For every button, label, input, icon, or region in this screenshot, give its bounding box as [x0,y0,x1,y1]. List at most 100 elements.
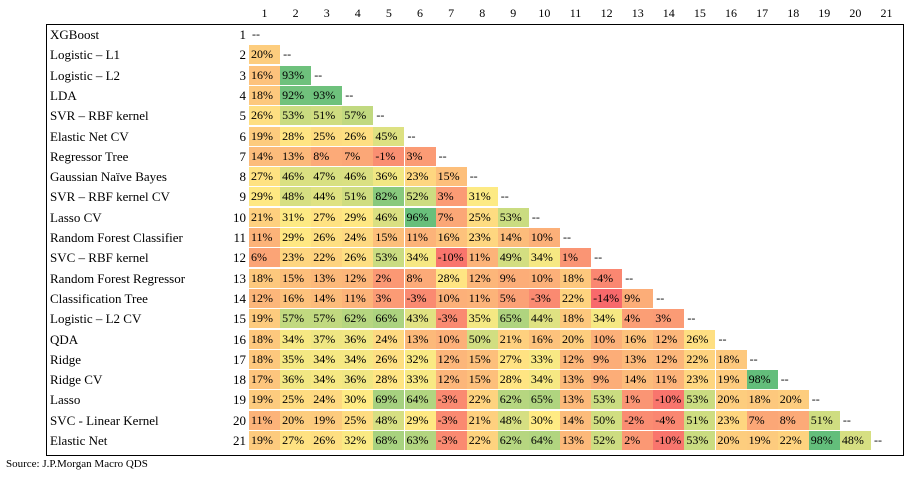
column-label: 16 [725,6,737,20]
row-number: 14 [233,290,246,306]
heatmap-cell: 50% [466,329,498,349]
heatmap-cell: 16% [435,228,467,247]
heatmap-cell: 24% [373,329,405,349]
heatmap-cell: 9% [622,288,654,308]
column-label: 20 [849,6,862,20]
row-label: Elastic Net CV [50,128,129,144]
heatmap-cell: 28% [497,370,529,390]
heatmap-cell: 92% [280,85,312,105]
heatmap-cell: 43% [404,309,436,329]
heatmap-cell: 7% [746,410,778,430]
heatmap-cell: 98% [808,431,840,450]
heatmap-cell: 11% [342,288,374,308]
heatmap-cell: -4% [653,410,685,430]
heatmap-cell: -4% [591,268,623,288]
diagonal-marker: -- [469,169,478,184]
heatmap-cell: 29% [249,187,281,207]
heatmap-cell: 17% [249,370,281,390]
heatmap-cell: 45% [373,126,405,146]
heatmap-cell: 12% [435,349,467,369]
heatmap-cell: 20% [280,410,312,430]
diagonal-marker: -- [749,351,758,366]
heatmap-cell: 12% [560,349,592,369]
heatmap-cell: 35% [280,349,312,369]
row-label: Gaussian Naïve Bayes [50,169,167,185]
diagonal-marker: -- [500,189,509,204]
heatmap-cell: 18% [560,309,592,329]
row-label: Regressor Tree [50,148,129,164]
heatmap-cell: 26% [342,126,374,146]
heatmap-cell: 25% [280,390,312,410]
row-number: 16 [233,331,246,347]
column-label: 7 [448,6,455,20]
heatmap-cell: 48% [497,410,529,430]
diagonal-marker: -- [563,230,571,244]
heatmap-cell: 3% [404,146,436,166]
heatmap-cell: 2% [622,431,654,450]
heatmap-cell: 27% [280,431,312,450]
column-label: 1 [261,6,268,20]
heatmap-cell: 14% [622,370,654,390]
heatmap-cell: 1% [560,248,592,268]
heatmap-cell: 12% [249,288,281,308]
diagonal-marker: -- [656,290,665,305]
heatmap-cell: 31% [466,187,498,207]
diagonal-marker: -- [594,250,603,265]
heatmap-cell: 7% [342,146,374,166]
row-number: 5 [239,108,247,124]
diagonal-marker: -- [687,311,696,326]
heatmap-cell: 3% [435,187,467,207]
heatmap-cell: 3% [653,309,685,329]
heatmap-cell: 24% [311,390,343,410]
row-number: 19 [233,392,246,408]
heatmap-cell: 65% [497,309,529,329]
heatmap-cell: 13% [560,390,592,410]
row-number: 11 [233,230,246,245]
heatmap-cell: 28% [435,268,467,288]
heatmap-cell: 49% [497,248,529,268]
row-number: 2 [239,47,247,63]
heatmap-cell: 14% [249,146,281,166]
heatmap-cell: 25% [466,207,498,227]
heatmap-cell: 68% [373,431,405,450]
heatmap-cell: 28% [373,370,405,390]
heatmap-cell: 82% [373,187,405,207]
heatmap-cell: 62% [497,390,529,410]
heatmap-cell: -14% [591,288,623,308]
row-label: SVC – RBF kernel [50,250,149,266]
row-number: 13 [233,270,246,286]
heatmap-cell: 32% [342,431,374,450]
column-label: 5 [385,6,392,20]
heatmap-cell: 26% [373,349,405,369]
heatmap-cell: 14% [560,410,592,430]
heatmap-cell: 20% [715,431,747,450]
row-number: 17 [233,351,246,367]
heatmap-cell: 33% [404,370,436,390]
heatmap-cell: -2% [622,410,654,430]
heatmap-cell: 11% [466,248,498,268]
heatmap-cell: 10% [528,228,560,247]
heatmap-cell: 31% [280,207,312,227]
heatmap-cell: 11% [653,370,685,390]
heatmap-cell: 46% [373,207,405,227]
heatmap-cell: 23% [715,410,747,430]
row-label: Random Forest Regressor [50,270,186,286]
heatmap-cell: 26% [311,228,343,247]
heatmap-cell: 21% [466,410,498,430]
heatmap-cell: 11% [466,288,498,308]
heatmap-cell: 48% [839,431,871,450]
heatmap-cell: 8% [777,410,809,430]
heatmap-cell: 2% [373,268,405,288]
heatmap-cell: 34% [342,349,374,369]
row-number: 18 [233,372,246,388]
heatmap-cell: 27% [249,167,281,187]
heatmap-cell: 30% [528,410,560,430]
heatmap-cell: 69% [373,390,405,410]
heatmap-cell: 57% [280,309,312,329]
heatmap-cell: 64% [404,390,436,410]
row-number: 7 [239,148,247,164]
diagonal-marker: -- [376,108,385,123]
heatmap-cell: 36% [280,370,312,390]
heatmap-cell: 8% [311,146,343,166]
heatmap-cell: -10% [653,431,685,450]
